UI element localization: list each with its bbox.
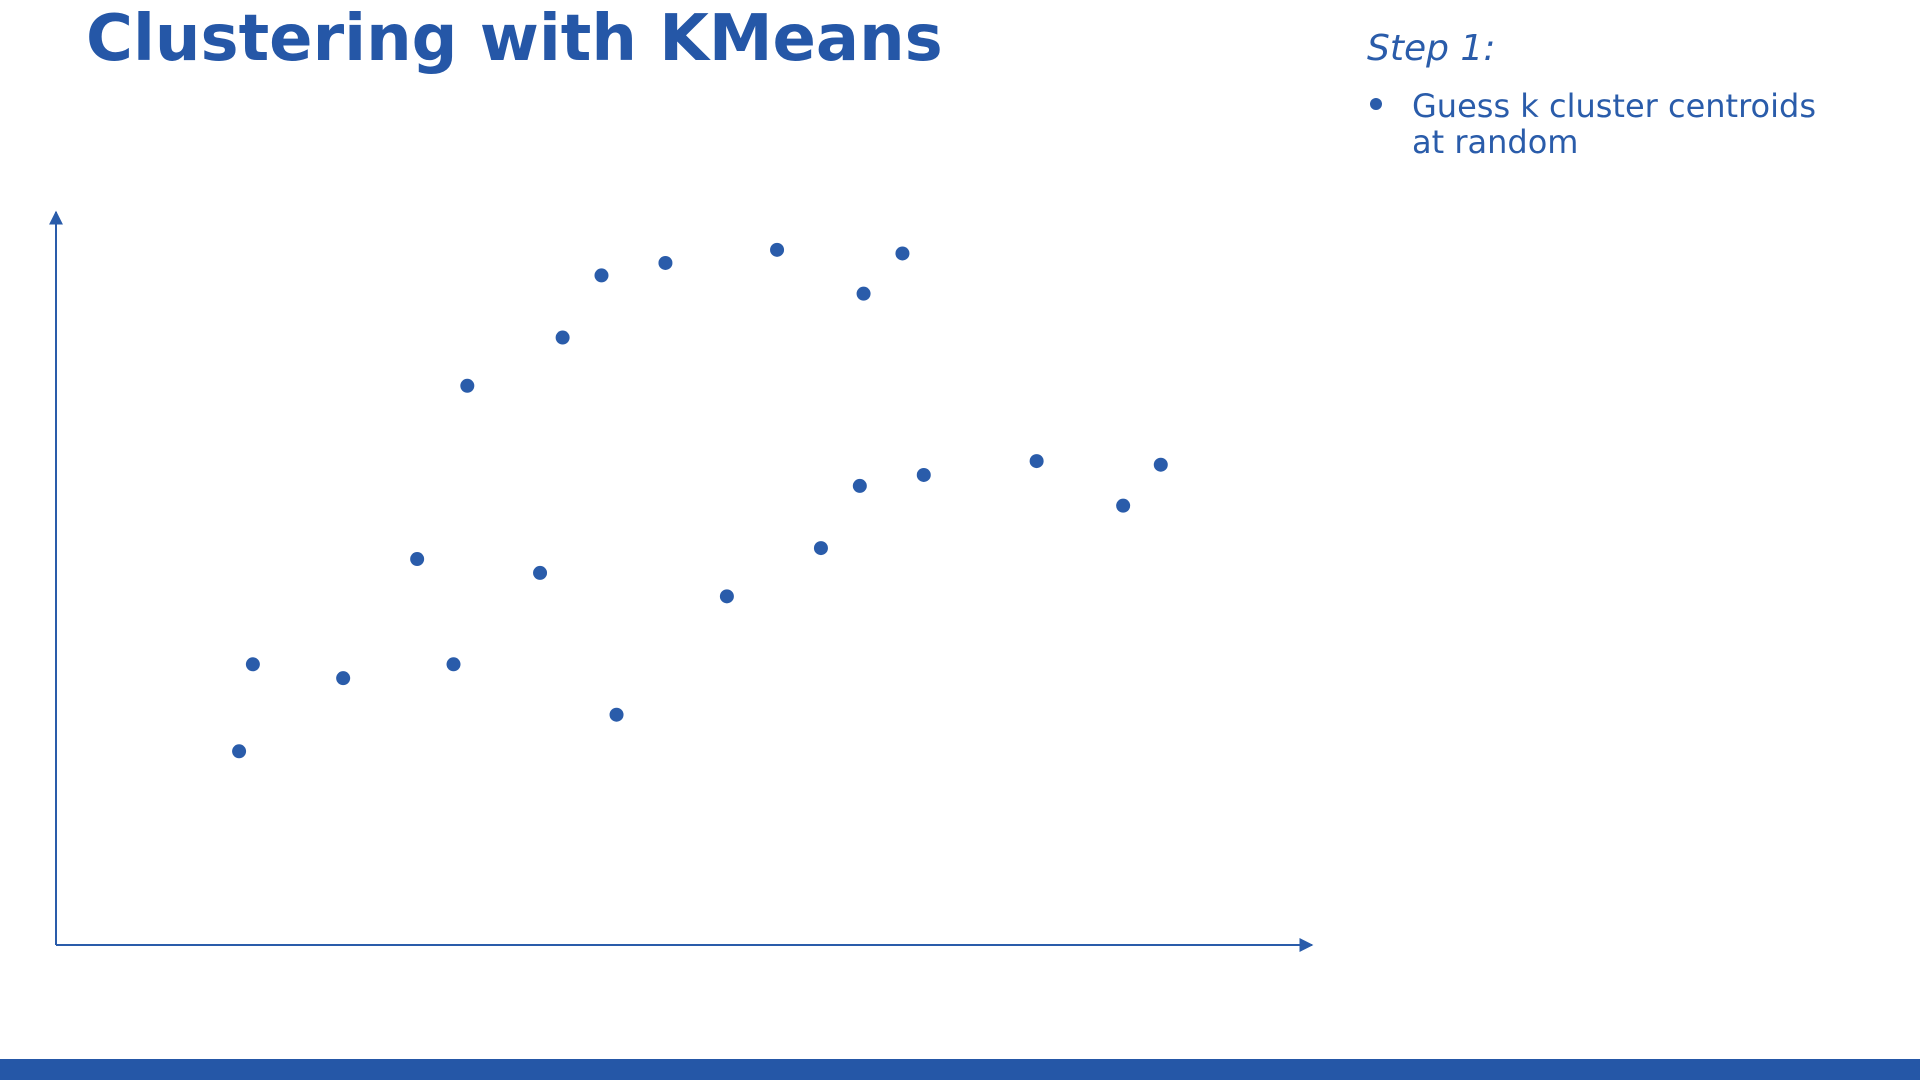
data-point xyxy=(856,286,871,301)
data-point xyxy=(245,657,260,672)
data-point xyxy=(852,478,867,493)
step-heading: Step 1: xyxy=(1367,28,1496,69)
slide-title: Clustering with KMeans xyxy=(86,2,943,76)
data-point xyxy=(1029,454,1044,469)
data-point xyxy=(594,268,609,283)
footer-bar xyxy=(0,1059,1920,1080)
data-point xyxy=(460,378,475,393)
data-point xyxy=(719,589,734,604)
data-point xyxy=(533,565,548,580)
data-point xyxy=(658,255,673,270)
data-point xyxy=(446,657,461,672)
data-point xyxy=(555,330,570,345)
data-point xyxy=(1116,498,1131,513)
data-point xyxy=(1153,457,1168,472)
data-point xyxy=(410,552,425,567)
bullet-list: Guess k cluster centroids at random xyxy=(1370,88,1850,160)
data-point xyxy=(770,242,785,257)
bullet: Guess k cluster centroids at random xyxy=(1370,88,1850,160)
data-point xyxy=(813,541,828,556)
data-point xyxy=(336,671,351,686)
data-point xyxy=(232,744,247,759)
data-point xyxy=(916,467,931,482)
data-point xyxy=(895,246,910,261)
data-point xyxy=(609,707,624,722)
